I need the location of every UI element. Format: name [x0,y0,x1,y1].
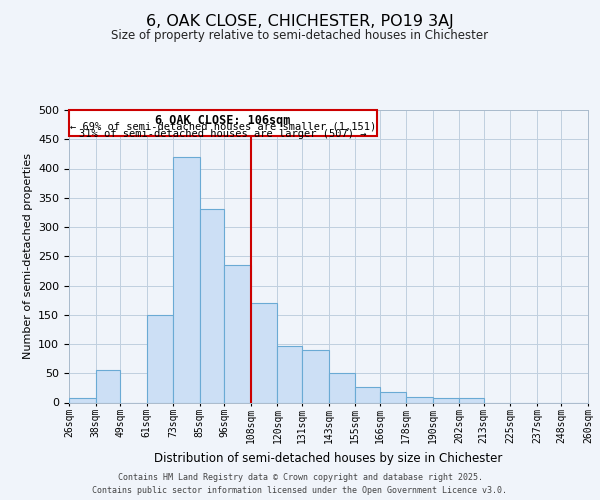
Y-axis label: Number of semi-detached properties: Number of semi-detached properties [23,153,32,359]
Bar [277,346,302,403]
Bar [251,303,277,402]
Text: Size of property relative to semi-detached houses in Chichester: Size of property relative to semi-detach… [112,29,488,42]
Bar [224,265,251,402]
Bar [433,398,460,402]
Bar [173,157,200,402]
Text: Contains HM Land Registry data © Crown copyright and database right 2025.
Contai: Contains HM Land Registry data © Crown c… [92,474,508,495]
Bar [302,350,329,403]
FancyBboxPatch shape [69,110,377,136]
Bar [460,398,484,402]
Bar [406,396,433,402]
Text: ← 69% of semi-detached houses are smaller (1,151): ← 69% of semi-detached houses are smalle… [70,122,376,132]
Bar [146,315,173,402]
Bar [380,392,406,402]
Bar [69,398,95,402]
Bar [329,373,355,402]
Text: 6 OAK CLOSE: 106sqm: 6 OAK CLOSE: 106sqm [155,114,291,126]
Bar [95,370,120,402]
Bar [355,386,380,402]
X-axis label: Distribution of semi-detached houses by size in Chichester: Distribution of semi-detached houses by … [154,452,503,464]
Text: 6, OAK CLOSE, CHICHESTER, PO19 3AJ: 6, OAK CLOSE, CHICHESTER, PO19 3AJ [146,14,454,29]
Text: 31% of semi-detached houses are larger (507) →: 31% of semi-detached houses are larger (… [79,130,367,140]
Bar [200,210,224,402]
